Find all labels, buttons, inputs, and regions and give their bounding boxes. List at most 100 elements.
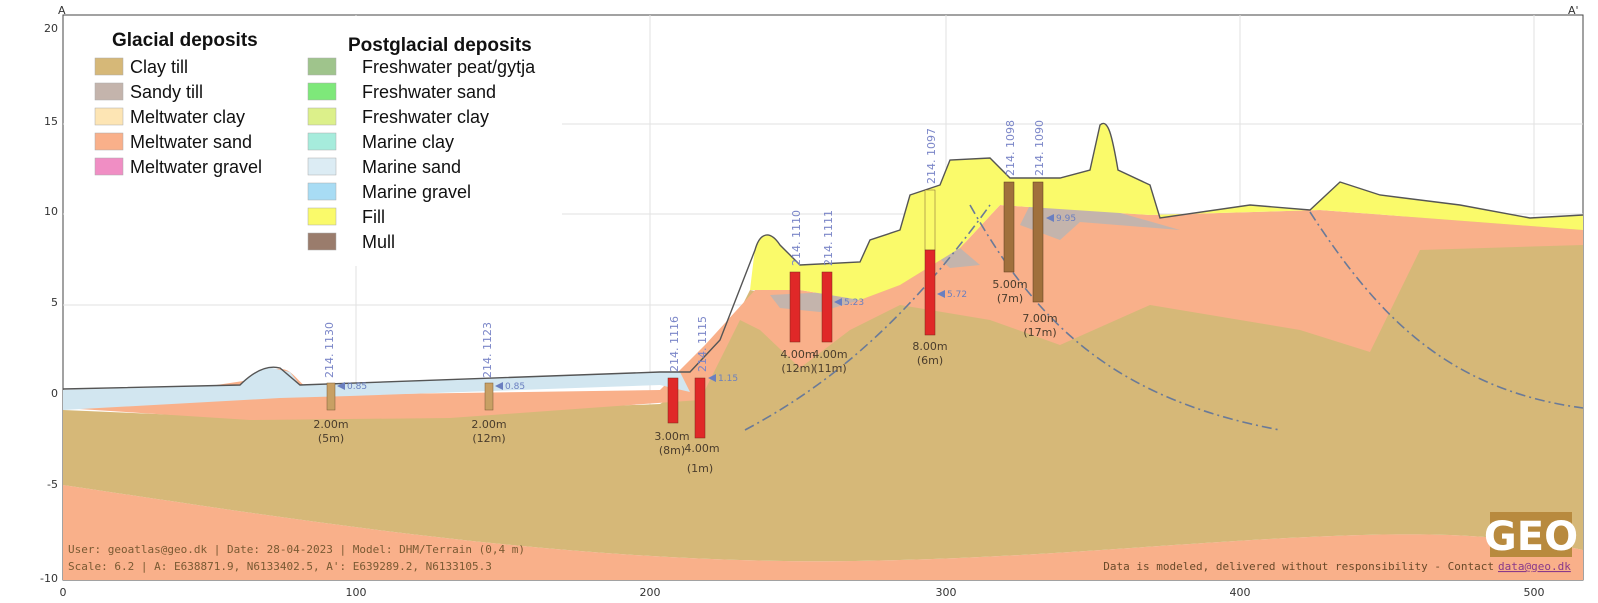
x-tick-label: 300 <box>936 586 957 599</box>
borehole-column <box>326 382 336 411</box>
borehole-column <box>821 271 833 343</box>
borehole-id: 214. 1123 <box>481 322 494 378</box>
legend-label: Marine sand <box>362 157 461 177</box>
water-level-value: 1.15 <box>718 374 738 384</box>
terrain-line <box>62 122 1584 390</box>
borehole-total: (7m) <box>997 292 1023 305</box>
borehole-total: (1m) <box>687 462 713 475</box>
legend-label: Freshwater clay <box>362 107 489 127</box>
borehole-total: (5m) <box>318 432 344 445</box>
borehole-depth: 2.00m <box>313 418 348 431</box>
water-level-value: 0.85 <box>505 382 525 392</box>
y-tick-label: 15 <box>44 115 58 128</box>
legend-swatch <box>307 57 337 76</box>
water-level-icon <box>708 374 716 382</box>
y-tick-label: -10 <box>40 572 58 585</box>
y-tick-label: 10 <box>44 205 58 218</box>
borehole-id: 214. 1097 <box>925 128 938 184</box>
legend-swatch <box>94 57 124 76</box>
y-tick-label: 20 <box>44 22 58 35</box>
x-tick-label: 0 <box>60 586 67 599</box>
glacial-legend-title: Glacial deposits <box>112 30 258 51</box>
legend-label: Mull <box>362 232 395 252</box>
legend-swatch <box>94 107 124 126</box>
borehole-depth: 5.00m <box>992 278 1027 291</box>
water-level-icon <box>937 290 945 298</box>
borehole-total: (8m) <box>659 444 685 457</box>
borehole-depth: 7.00m <box>1022 312 1057 325</box>
legend-label: Marine clay <box>362 132 454 152</box>
legend-label: Meltwater sand <box>130 132 252 152</box>
borehole-total: (17m) <box>1023 326 1056 339</box>
footer-disclaimer: Data is modeled, delivered without respo… <box>1103 560 1494 573</box>
layer-meltwater-sand-base <box>63 485 1583 580</box>
y-tick-label: 0 <box>51 387 58 400</box>
legend-swatch <box>94 157 124 176</box>
borehole-column <box>1003 181 1015 273</box>
layer-sandy-till-3 <box>1020 205 1180 240</box>
postglacial-legend-title: Postglacial deposits <box>348 35 532 56</box>
legend-swatch <box>94 82 124 101</box>
water-level-icon <box>834 298 842 306</box>
legend-swatch <box>94 132 124 151</box>
layer-fill <box>750 123 1583 300</box>
borehole-id: 214. 1110 <box>790 210 803 266</box>
borehole-column <box>1032 181 1044 303</box>
legend-label: Fill <box>362 207 385 227</box>
x-tick-label: 400 <box>1230 586 1251 599</box>
legend-label: Clay till <box>130 57 188 77</box>
footer-line-2: Scale: 6.2 | A: E638871.9, N6133402.5, A… <box>68 560 492 573</box>
borehole-id: 214. 1098 <box>1004 120 1017 176</box>
fault-line-2 <box>969 204 1281 431</box>
borehole-column <box>694 377 706 439</box>
water-level-value: 5.23 <box>844 298 864 308</box>
borehole-id: 214. 1111 <box>822 210 835 266</box>
section-start-label: A <box>58 4 66 17</box>
legend-swatch <box>307 132 337 151</box>
borehole-id: 214. 1090 <box>1033 120 1046 176</box>
legend-label: Sandy till <box>130 82 203 102</box>
borehole-column <box>924 189 936 251</box>
legend-swatch <box>307 232 337 251</box>
logo-text: GEO <box>1484 514 1578 560</box>
x-tick-label: 100 <box>346 586 367 599</box>
borehole-depth: 4.00m <box>780 348 815 361</box>
glacial-legend-items: Clay till Sandy till Meltwater clay Melt… <box>94 57 262 177</box>
borehole-depth: 4.00m <box>812 348 847 361</box>
x-tick-label: 200 <box>640 586 661 599</box>
borehole-depth: 8.00m <box>912 340 947 353</box>
legend-label: Freshwater peat/gytja <box>362 57 536 77</box>
water-level-value: 5.72 <box>947 290 967 300</box>
water-level-value: 0.85 <box>347 382 367 392</box>
y-tick-label: -5 <box>47 478 58 491</box>
water-level-icon <box>1046 214 1054 222</box>
y-tick-label: 5 <box>51 296 58 309</box>
contact-link[interactable]: data@geo.dk <box>1498 560 1571 573</box>
borehole-total: (12m) <box>472 432 505 445</box>
legend-label: Meltwater clay <box>130 107 245 127</box>
x-tick-labels: 0 100 200 300 400 500 <box>60 586 1545 599</box>
legend-label: Freshwater sand <box>362 82 496 102</box>
borehole-depth: 3.00m <box>654 430 689 443</box>
legend-swatch <box>307 207 337 226</box>
logo-background <box>1490 512 1572 557</box>
legend-swatch <box>307 107 337 126</box>
borehole-columns <box>326 181 1044 439</box>
borehole-column <box>484 382 494 411</box>
fault-line-1 <box>744 204 991 431</box>
legend-swatch <box>307 182 337 201</box>
borehole-labels: 214. 1130 0.85 2.00m (5m) 214. 1123 0.85… <box>313 120 1076 475</box>
x-tick-label: 500 <box>1524 586 1545 599</box>
legend: Glacial deposits Clay till Sandy till Me… <box>64 16 562 266</box>
borehole-total: (11m) <box>813 362 846 375</box>
borehole-total: (6m) <box>917 354 943 367</box>
borehole-id: 214. 1116 <box>668 316 681 372</box>
borehole-total: (12m) <box>781 362 814 375</box>
fault-line-3 <box>1309 211 1584 409</box>
footer-line-1: User: geoatlas@geo.dk | Date: 28-04-2023… <box>68 543 525 556</box>
legend-label: Meltwater gravel <box>130 157 262 177</box>
legend-label: Marine gravel <box>362 182 471 202</box>
section-end-label: A' <box>1568 4 1579 17</box>
borehole-id: 214. 1115 <box>696 316 709 372</box>
